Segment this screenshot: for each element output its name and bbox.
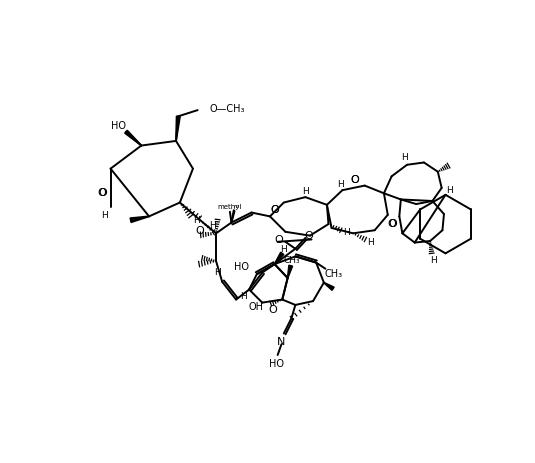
Polygon shape — [176, 117, 180, 142]
Text: H: H — [368, 237, 374, 246]
Text: m: m — [233, 204, 239, 209]
Text: O—CH₃: O—CH₃ — [209, 104, 244, 113]
Text: O: O — [275, 234, 284, 244]
Text: H: H — [338, 179, 344, 188]
Text: O: O — [350, 175, 359, 185]
Text: H: H — [240, 292, 247, 300]
Text: H: H — [401, 152, 408, 162]
Text: H: H — [214, 267, 221, 276]
Text: OH: OH — [248, 301, 263, 311]
Text: O: O — [387, 218, 396, 228]
Text: O: O — [270, 204, 279, 214]
Polygon shape — [274, 253, 284, 265]
Text: H: H — [302, 187, 309, 196]
Text: methyl: methyl — [218, 203, 242, 209]
Text: H: H — [209, 221, 216, 230]
Text: H: H — [343, 228, 349, 237]
Polygon shape — [130, 217, 149, 223]
Text: H: H — [194, 215, 200, 225]
Text: H: H — [280, 244, 287, 254]
Polygon shape — [125, 131, 142, 146]
Text: O: O — [98, 188, 106, 197]
Text: O: O — [268, 304, 277, 314]
Text: CH₃: CH₃ — [324, 269, 342, 279]
Polygon shape — [287, 266, 293, 278]
Text: O: O — [305, 231, 314, 240]
Text: H: H — [446, 186, 453, 194]
Text: O: O — [350, 175, 359, 185]
Text: HO: HO — [269, 358, 284, 368]
Text: O: O — [195, 226, 204, 236]
Text: O: O — [388, 218, 397, 228]
Text: HO: HO — [111, 120, 126, 131]
Text: H: H — [430, 256, 437, 264]
Text: N: N — [277, 337, 286, 346]
Text: O: O — [270, 204, 279, 214]
Text: CH₃: CH₃ — [284, 256, 301, 264]
Text: O: O — [98, 188, 107, 197]
Text: HO: HO — [234, 262, 249, 272]
Polygon shape — [324, 283, 334, 291]
Text: H: H — [101, 211, 108, 220]
